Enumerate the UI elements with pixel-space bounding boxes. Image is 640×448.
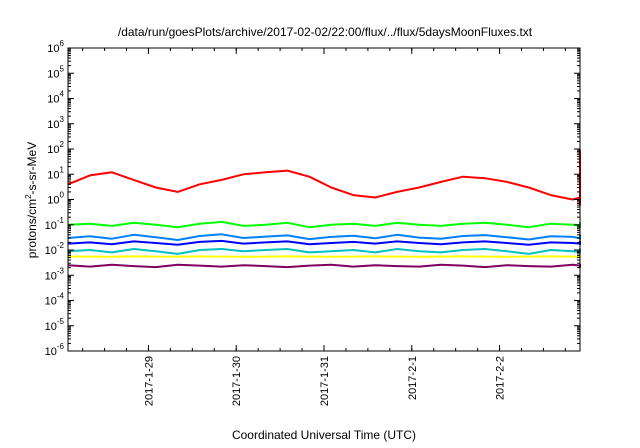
series-line-2 bbox=[67, 220, 581, 229]
series-layer bbox=[67, 149, 581, 269]
x-tick-label: 2017-1-30 bbox=[231, 356, 243, 406]
y-tick-label: 10-5 bbox=[45, 317, 65, 333]
y-tick-label: 102 bbox=[47, 140, 64, 156]
y-axis-label: protons/cm2-s-sr-MeV bbox=[24, 142, 39, 258]
plot-frame bbox=[67, 47, 581, 352]
x-tick-label: 2017-2-2 bbox=[495, 356, 507, 400]
y-tick-label: 105 bbox=[47, 64, 64, 80]
y-tick-label: 10-3 bbox=[45, 266, 65, 282]
y-tick-label: 103 bbox=[47, 115, 64, 131]
x-tick-label: 2017-2-1 bbox=[407, 356, 419, 400]
series-line-1 bbox=[67, 149, 581, 207]
series-line-7 bbox=[67, 263, 581, 269]
y-axis-ticks: 10-6 10-5 10-4 10-3 10-2 10-1 100 101 102 103 104 1… bbox=[45, 39, 580, 358]
x-axis-ticks: 2017-1-29 2017-1-30 2017-1-31 2017-2-1 2017-… bbox=[82, 48, 566, 406]
y-tick-label: 100 bbox=[47, 191, 64, 207]
y-tick-label: 104 bbox=[47, 90, 64, 106]
series-line-3 bbox=[67, 233, 581, 241]
x-tick-label: 2017-1-29 bbox=[143, 356, 155, 406]
y-tick-label: 101 bbox=[47, 165, 64, 181]
series-line-4 bbox=[67, 239, 581, 246]
y-tick-label: 10-4 bbox=[45, 292, 65, 308]
x-tick-label: 2017-1-31 bbox=[319, 356, 331, 406]
x-axis-label: Coordinated Universal Time (UTC) bbox=[232, 428, 416, 442]
y-tick-label: 10-1 bbox=[45, 216, 65, 232]
y-tick-label: 10-2 bbox=[45, 241, 65, 257]
y-tick-label: 10-6 bbox=[45, 342, 65, 358]
series-line-5 bbox=[67, 248, 581, 255]
chart-title: /data/run/goesPlots/archive/2017-02-02/2… bbox=[118, 25, 533, 39]
y-tick-label: 106 bbox=[47, 39, 64, 55]
